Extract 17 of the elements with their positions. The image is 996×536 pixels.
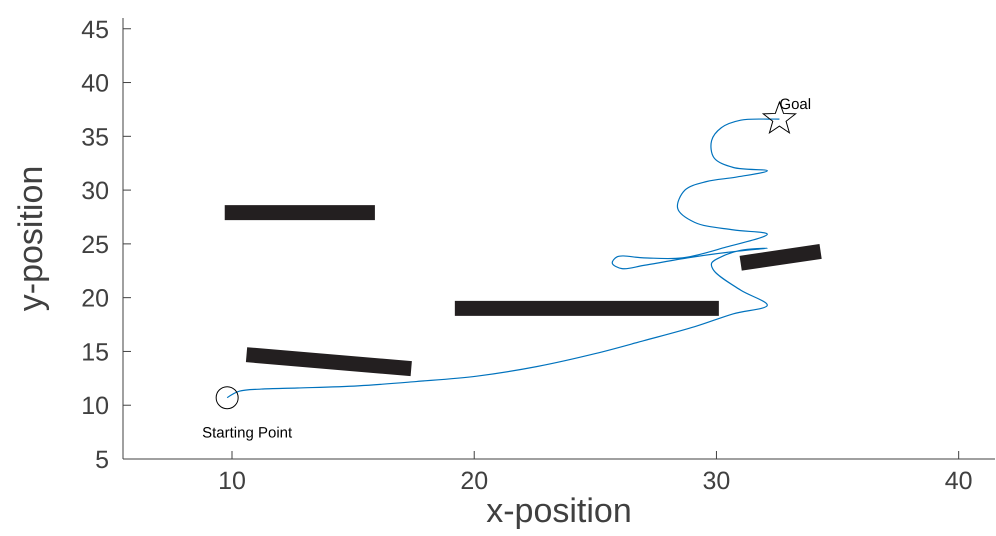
annotation: Starting Point xyxy=(202,424,294,442)
x-tick-label: 20 xyxy=(460,467,488,495)
y-axis-title: y-position xyxy=(12,166,50,312)
x-tick-label: 30 xyxy=(702,467,730,495)
y-tick-label: 15 xyxy=(81,338,109,366)
y-tick-label: 35 xyxy=(81,123,109,152)
y-tick-label: 40 xyxy=(81,70,109,98)
annotation: Goal xyxy=(779,96,812,114)
x-tick-label: 40 xyxy=(944,467,973,495)
y-tick-label: 45 xyxy=(81,16,109,44)
y-tick-label: 5 xyxy=(95,446,109,474)
y-tick-label: 10 xyxy=(81,392,109,420)
y-tick-label: 20 xyxy=(81,284,109,313)
y-tick-label: 25 xyxy=(81,230,109,259)
y-tick-label: 30 xyxy=(81,177,109,206)
x-tick-label: 10 xyxy=(218,467,246,495)
x-axis-title: x-position xyxy=(486,492,632,530)
